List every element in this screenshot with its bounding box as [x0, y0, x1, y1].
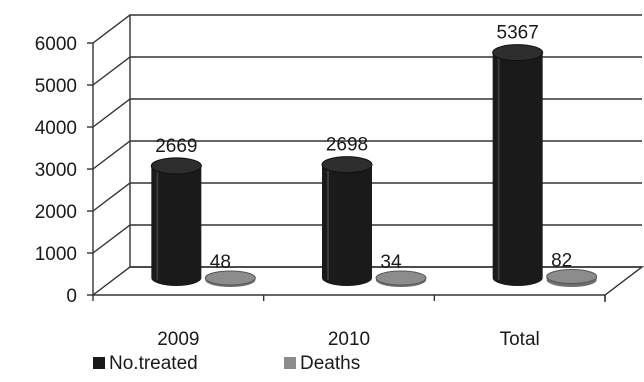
- y-tick-label: 5000: [35, 76, 77, 97]
- bar-deaths: [204, 270, 256, 287]
- y-tick-label: 1000: [35, 244, 77, 265]
- legend-swatch-no-treated: [93, 357, 105, 369]
- data-label-no-treated: 2669: [155, 136, 197, 157]
- y-axis-ticks: 0 1000 2000 3000 4000 5000 6000: [35, 34, 93, 307]
- bar-no-treated: [492, 44, 544, 287]
- gridline: [92, 98, 642, 128]
- gridline: [92, 56, 642, 86]
- bar-no-treated-body: [322, 164, 372, 286]
- x-category-label: Total: [500, 329, 540, 350]
- bar-no-treated-top: [321, 156, 373, 174]
- x-category-label: 2009: [157, 329, 199, 350]
- y-tick-label: 4000: [35, 118, 77, 139]
- x-category-label: 2010: [328, 329, 370, 350]
- bar-no-treated-body: [492, 52, 543, 287]
- bar-deaths-top: [375, 270, 427, 286]
- bar-deaths-top: [546, 269, 598, 285]
- bar-no-treated: [150, 157, 202, 286]
- bar-deaths: [375, 270, 427, 287]
- gridline: [92, 14, 642, 44]
- y-tick-label: 6000: [35, 34, 77, 55]
- x-axis-categories: 2009 2010 Total: [157, 329, 540, 350]
- bar-deaths-top: [204, 270, 256, 286]
- y-tick-label: 2000: [35, 202, 77, 223]
- data-label-deaths: 34: [380, 252, 402, 273]
- y-tick-label: 0: [66, 286, 77, 307]
- bar-no-treated-top: [492, 44, 544, 62]
- legend-label-deaths: Deaths: [300, 353, 360, 374]
- legend-swatch-deaths: [284, 357, 296, 369]
- bars: [150, 44, 598, 287]
- y-tick-label: 3000: [35, 160, 77, 181]
- data-labels: 2669 48 2698 34 5367 82: [155, 23, 572, 273]
- bar-no-treated: [321, 156, 373, 286]
- bar-deaths: [546, 269, 598, 287]
- bar-no-treated-body: [151, 165, 202, 286]
- data-label-deaths: 48: [210, 252, 231, 273]
- data-label-no-treated: 5367: [497, 23, 539, 44]
- data-label-no-treated: 2698: [326, 135, 368, 156]
- bar-no-treated-top: [150, 157, 202, 175]
- data-label-deaths: 82: [551, 251, 572, 272]
- legend-label-no-treated: No.treated: [109, 353, 198, 374]
- floor: [93, 266, 644, 296]
- legend: No.treated Deaths: [93, 353, 360, 374]
